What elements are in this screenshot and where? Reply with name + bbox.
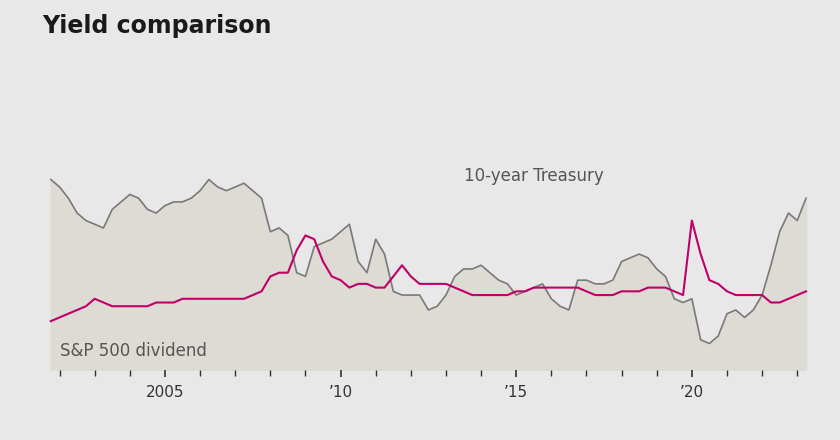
Text: 10-year Treasury: 10-year Treasury	[464, 167, 603, 185]
Text: S&P 500 dividend: S&P 500 dividend	[60, 342, 207, 360]
Text: Yield comparison: Yield comparison	[42, 14, 271, 37]
